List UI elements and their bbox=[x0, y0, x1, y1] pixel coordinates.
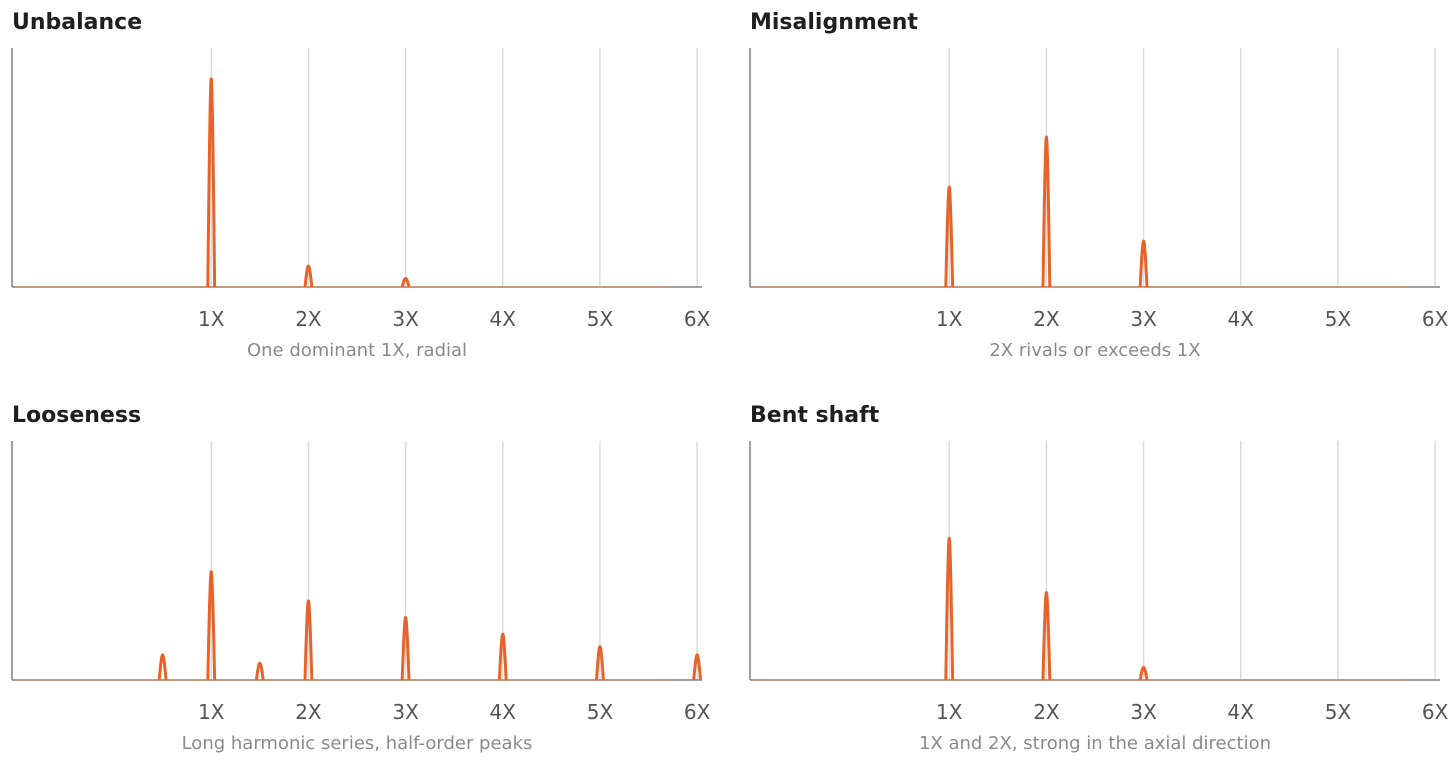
x-tick-label: 2X bbox=[295, 307, 322, 331]
x-tick-label: 3X bbox=[1130, 700, 1157, 724]
chart-caption: One dominant 1X, radial bbox=[247, 340, 467, 361]
spectrum-peak bbox=[206, 570, 217, 681]
x-tick-label: 4X bbox=[490, 307, 517, 331]
chart-caption: 1X and 2X, strong in the axial direction bbox=[919, 733, 1271, 754]
x-tick-label: 5X bbox=[1325, 307, 1352, 331]
x-tick-label: 2X bbox=[295, 700, 322, 724]
spectrum-peak bbox=[497, 632, 508, 681]
chart-panel-unbalance: Unbalance 1X 2X 3X 4X 5X 6X One dominant 1X, r… bbox=[11, 4, 722, 374]
spectrum-peak bbox=[303, 599, 314, 681]
chart-title: Bent shaft bbox=[750, 403, 880, 428]
spectrum-peak bbox=[595, 645, 605, 681]
chart-caption: Long harmonic series, half-order peaks bbox=[182, 733, 533, 754]
x-tick-label: 1X bbox=[198, 307, 225, 331]
x-tick-label: 6X bbox=[684, 700, 711, 724]
spectrum-peak bbox=[254, 661, 265, 681]
x-tick-label: 3X bbox=[392, 307, 419, 331]
x-tick-label: 3X bbox=[1130, 307, 1157, 331]
x-tick-label: 4X bbox=[1228, 700, 1255, 724]
spectrum-peak bbox=[206, 77, 217, 288]
spectrum-peak bbox=[303, 264, 314, 288]
x-tick-label: 6X bbox=[1422, 307, 1449, 331]
x-tick-label: 4X bbox=[1228, 307, 1255, 331]
chart-panel-bent-shaft: Bent shaft 1X 2X 3X 4X 5X 6X 1X and 2X, strong… bbox=[749, 397, 1453, 767]
spectrum-peak bbox=[692, 653, 703, 681]
chart-title: Looseness bbox=[12, 403, 142, 428]
spectrum-peak bbox=[157, 653, 168, 681]
spectrum-peak bbox=[400, 616, 411, 681]
spectrum-peak bbox=[1041, 135, 1052, 288]
x-tick-label: 2X bbox=[1033, 307, 1060, 331]
spectrum-chart: 1X 2X 3X 4X 5X 6X One dominant 1X, radial bbox=[11, 48, 711, 361]
x-tick-label: 3X bbox=[392, 700, 419, 724]
x-tick-label: 6X bbox=[1422, 700, 1449, 724]
spectrum-peak bbox=[944, 536, 955, 681]
x-tick-label: 1X bbox=[198, 700, 225, 724]
spectrum-chart: 1X 2X 3X 4X 5X 6X 2X rivals or exceeds 1X bbox=[749, 48, 1449, 361]
x-tick-label: 1X bbox=[936, 700, 963, 724]
spectrum-chart: 1X 2X 3X 4X 5X 6X 1X and 2X, strong in the axi… bbox=[749, 441, 1449, 754]
x-tick-label: 1X bbox=[936, 307, 963, 331]
spectrum-peak bbox=[400, 277, 411, 288]
spectrum-chart: 1X 2X 3X 4X 5X 6X Long harmonic series, half-o… bbox=[11, 441, 711, 754]
spectrum-peak bbox=[944, 185, 955, 288]
chart-panel-misalignment: Misalignment 1X 2X 3X 4X 5X 6X 2X rivals or ex… bbox=[749, 4, 1453, 374]
x-tick-label: 6X bbox=[684, 307, 711, 331]
chart-title: Unbalance bbox=[12, 10, 143, 35]
x-tick-label: 5X bbox=[1325, 700, 1352, 724]
x-tick-label: 4X bbox=[490, 700, 517, 724]
spectrum-peak bbox=[1138, 665, 1149, 681]
spectrum-peak bbox=[1041, 591, 1052, 681]
spectrum-peak bbox=[1138, 239, 1149, 288]
chart-caption: 2X rivals or exceeds 1X bbox=[989, 340, 1200, 361]
x-tick-label: 5X bbox=[587, 700, 614, 724]
x-tick-label: 5X bbox=[587, 307, 614, 331]
chart-panel-looseness: Looseness 1X 2X 3X 4X 5X 6X Long harmonic seri… bbox=[11, 397, 722, 767]
chart-title: Misalignment bbox=[750, 10, 918, 35]
x-tick-label: 2X bbox=[1033, 700, 1060, 724]
